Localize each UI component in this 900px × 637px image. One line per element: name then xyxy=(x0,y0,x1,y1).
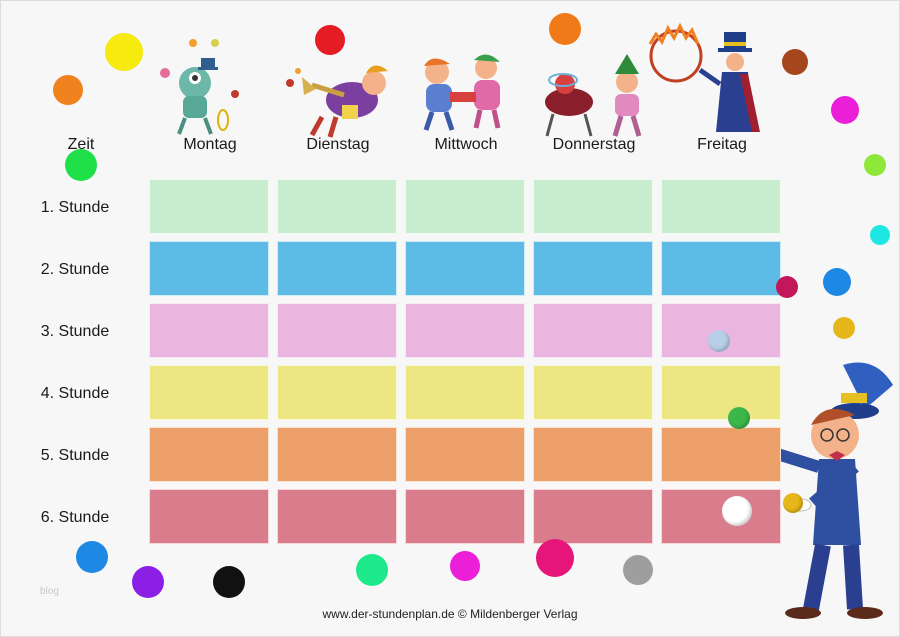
decorative-dot xyxy=(315,25,345,55)
decorative-dot xyxy=(76,541,108,573)
timetable-cell[interactable] xyxy=(405,179,525,234)
header-friday: Freitag xyxy=(697,136,747,153)
row-label: 1. Stunde xyxy=(40,199,110,216)
timetable-cell[interactable] xyxy=(661,365,781,420)
timetable-cell[interactable] xyxy=(405,427,525,482)
decorative-dot xyxy=(536,539,574,577)
timetable-cell[interactable] xyxy=(533,427,653,482)
juggling-ball xyxy=(783,493,803,513)
decorative-dot xyxy=(782,49,808,75)
header-wednesday: Mittwoch xyxy=(434,136,498,153)
row-label: 4. Stunde xyxy=(40,385,110,402)
timetable-cell[interactable] xyxy=(533,303,653,358)
decorative-dot xyxy=(776,276,798,298)
decorative-dot xyxy=(623,555,653,585)
chef-clown-illustration xyxy=(545,54,642,137)
ringmaster-fire-hoop-illustration xyxy=(648,22,760,132)
timetable-cell[interactable] xyxy=(277,427,397,482)
juggling-ball xyxy=(722,496,752,526)
timetable-cell[interactable] xyxy=(533,179,653,234)
timetable-cell[interactable] xyxy=(405,303,525,358)
decorative-dot xyxy=(132,566,164,598)
timetable-cell[interactable] xyxy=(405,241,525,296)
timetable-cell[interactable] xyxy=(661,489,781,544)
decorative-dot xyxy=(65,149,97,181)
row-label: 5. Stunde xyxy=(40,447,110,464)
decorative-dot xyxy=(549,13,581,45)
timetable-cell[interactable] xyxy=(149,241,269,296)
row-label: 6. Stunde xyxy=(40,509,110,526)
timetable-cell[interactable] xyxy=(405,365,525,420)
decorative-dot xyxy=(53,75,83,105)
decorative-dot xyxy=(213,566,245,598)
decorative-dot xyxy=(356,554,388,586)
decorative-dot xyxy=(450,551,480,581)
timetable-cell[interactable] xyxy=(661,179,781,234)
header-monday: Montag xyxy=(183,136,237,153)
decorative-dot xyxy=(831,96,859,124)
footer-credit: www.der-stundenplan.de © Mildenberger Ve… xyxy=(322,607,578,621)
decorative-dot xyxy=(870,225,890,245)
timetable-cell[interactable] xyxy=(277,489,397,544)
timetable-cell[interactable] xyxy=(149,489,269,544)
timetable-cell[interactable] xyxy=(661,241,781,296)
timetable-cell[interactable] xyxy=(149,179,269,234)
timetable-cell[interactable] xyxy=(533,489,653,544)
timetable-cell[interactable] xyxy=(277,303,397,358)
juggling-robot-illustration xyxy=(160,39,239,135)
decorative-dot xyxy=(833,317,855,339)
watermark: blog xyxy=(40,586,59,597)
timetable-cell[interactable] xyxy=(277,241,397,296)
timetable-cell[interactable] xyxy=(533,365,653,420)
juggling-ball xyxy=(708,330,730,352)
juggling-ball xyxy=(728,407,750,429)
trumpet-clown-illustration xyxy=(286,65,388,138)
row-label: 2. Stunde xyxy=(40,261,110,278)
timetable-cell[interactable] xyxy=(277,179,397,234)
timetable-cell[interactable] xyxy=(149,303,269,358)
clowns-pair-illustration xyxy=(423,54,501,131)
decorative-dot xyxy=(864,154,886,176)
timetable-cell[interactable] xyxy=(277,365,397,420)
decorative-dot xyxy=(823,268,851,296)
timetable-cell[interactable] xyxy=(149,427,269,482)
timetable-cell[interactable] xyxy=(149,365,269,420)
header-tuesday: Dienstag xyxy=(306,136,370,153)
timetable-cell[interactable] xyxy=(533,241,653,296)
timetable-cell[interactable] xyxy=(405,489,525,544)
row-label: 3. Stunde xyxy=(40,323,110,340)
header-time: Zeit xyxy=(67,136,95,153)
decorative-dot xyxy=(105,33,143,71)
timetable-cell[interactable] xyxy=(661,427,781,482)
header-thursday: Donnerstag xyxy=(552,136,636,153)
